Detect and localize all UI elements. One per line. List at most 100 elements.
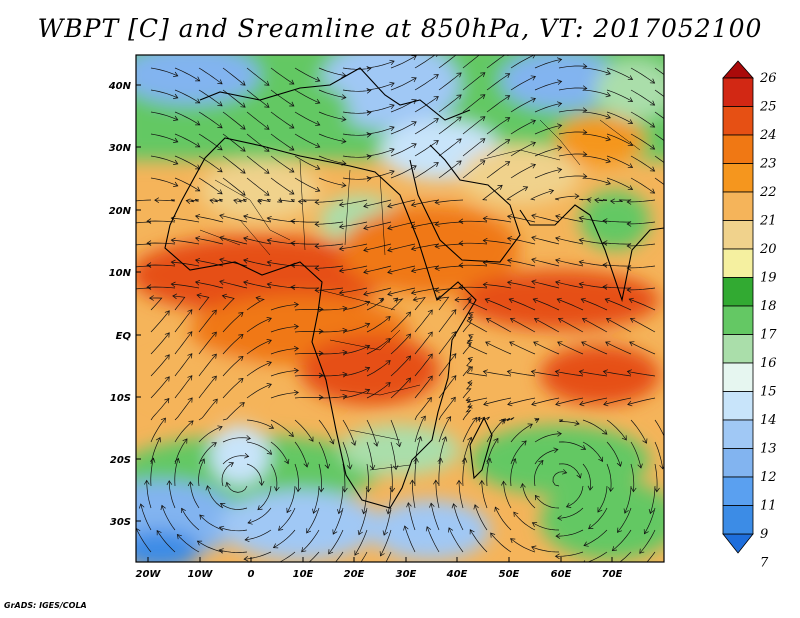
streamline bbox=[339, 287, 368, 294]
streamline bbox=[581, 341, 608, 355]
streamline bbox=[597, 485, 608, 513]
streamline bbox=[414, 118, 439, 135]
streamline bbox=[198, 177, 223, 195]
streamline bbox=[654, 155, 664, 164]
streamline-arrow bbox=[389, 103, 395, 110]
streamline-arrow bbox=[602, 218, 608, 224]
streamline-arrow bbox=[170, 259, 176, 266]
streamline-arrow bbox=[123, 221, 127, 226]
streamline-arrow bbox=[456, 94, 462, 100]
streamline-arrow bbox=[450, 396, 456, 403]
streamline-arrow bbox=[387, 246, 393, 253]
lon-tick-label: 30E bbox=[396, 569, 417, 580]
streamline-arrow bbox=[238, 311, 244, 318]
streamline bbox=[509, 298, 536, 311]
streamline-arrow bbox=[338, 267, 344, 274]
streamline bbox=[510, 98, 536, 113]
streamline bbox=[414, 415, 426, 443]
streamline-arrow bbox=[351, 440, 357, 446]
streamline-arrow bbox=[221, 293, 228, 300]
colorbar-swatch bbox=[722, 476, 754, 506]
streamline bbox=[438, 138, 462, 157]
streamline-arrow bbox=[461, 457, 468, 463]
streamline-arrow bbox=[123, 243, 127, 248]
streamline bbox=[654, 111, 664, 120]
streamline-arrow bbox=[659, 465, 664, 470]
streamline bbox=[366, 297, 385, 311]
streamline-arrow bbox=[289, 79, 295, 85]
streamline-arrow bbox=[138, 503, 145, 509]
streamline-arrow bbox=[602, 284, 608, 290]
streamline bbox=[510, 458, 516, 487]
plot-frame bbox=[135, 54, 665, 563]
lat-tick-label: 20S bbox=[110, 455, 131, 466]
streamline-arrow bbox=[364, 300, 371, 306]
streamline bbox=[486, 73, 510, 91]
streamline-arrow bbox=[673, 169, 678, 173]
streamline-arrow bbox=[468, 334, 474, 340]
colorbar-swatch bbox=[722, 106, 754, 136]
lat-tick-label: 40N bbox=[108, 81, 132, 92]
lat-tick-label: 10S bbox=[110, 393, 131, 404]
streamline bbox=[222, 455, 249, 465]
streamline-arrow bbox=[266, 361, 272, 367]
streamline-arrow bbox=[301, 547, 307, 553]
streamline bbox=[462, 55, 480, 69]
streamline-arrow bbox=[410, 267, 417, 274]
streamline bbox=[246, 297, 265, 311]
streamline-arrow bbox=[609, 198, 615, 205]
streamline-arrow bbox=[266, 237, 272, 244]
streamline-arrow bbox=[314, 243, 320, 250]
streamline-arrow bbox=[403, 525, 409, 531]
streamline bbox=[150, 398, 170, 421]
streamline-arrow bbox=[456, 479, 462, 485]
streamline bbox=[150, 155, 178, 165]
streamline-arrow bbox=[538, 460, 544, 466]
streamline-arrow bbox=[243, 214, 249, 220]
streamline bbox=[246, 111, 270, 130]
streamline-arrow bbox=[530, 163, 536, 169]
streamline-arrow bbox=[377, 572, 381, 577]
streamline-arrow bbox=[629, 317, 636, 323]
streamline-arrow bbox=[621, 435, 627, 441]
streamline bbox=[198, 133, 223, 151]
streamline-arrow bbox=[451, 309, 457, 315]
streamline bbox=[222, 437, 251, 443]
streamline-arrow bbox=[387, 224, 393, 231]
streamline bbox=[363, 485, 368, 514]
streamline bbox=[196, 294, 210, 311]
streamline bbox=[390, 377, 411, 399]
streamline-arrow bbox=[271, 562, 276, 567]
streamline bbox=[557, 507, 584, 519]
streamline-arrow bbox=[218, 525, 225, 532]
streamline-arrow bbox=[480, 72, 486, 78]
streamline bbox=[198, 426, 223, 443]
streamline-arrow bbox=[626, 287, 632, 293]
colorbar-level-label: 26 bbox=[759, 71, 777, 86]
colorbar-swatch bbox=[722, 419, 754, 449]
streamline-arrow bbox=[578, 369, 584, 375]
streamline bbox=[483, 262, 512, 267]
streamline bbox=[246, 339, 272, 355]
streamline-arrow bbox=[194, 279, 201, 286]
streamline-arrow bbox=[597, 507, 603, 513]
streamline bbox=[453, 503, 464, 531]
streamline-arrow bbox=[164, 310, 170, 316]
streamline-arrow bbox=[244, 536, 250, 543]
streamline-arrow bbox=[511, 458, 517, 464]
streamline-arrow bbox=[173, 71, 179, 77]
streamline-arrow bbox=[308, 436, 314, 442]
lon-tick-label: 20W bbox=[136, 569, 162, 580]
streamline bbox=[438, 397, 456, 421]
streamline bbox=[390, 143, 417, 157]
streamline bbox=[438, 375, 457, 399]
streamline bbox=[594, 199, 608, 202]
streamline bbox=[363, 265, 392, 273]
streamline bbox=[301, 529, 320, 553]
streamline-arrow bbox=[315, 186, 321, 193]
streamline bbox=[534, 169, 562, 179]
streamline bbox=[654, 89, 664, 98]
streamline-arrow bbox=[482, 369, 488, 375]
streamline-arrow bbox=[532, 297, 538, 304]
streamline bbox=[555, 397, 584, 405]
